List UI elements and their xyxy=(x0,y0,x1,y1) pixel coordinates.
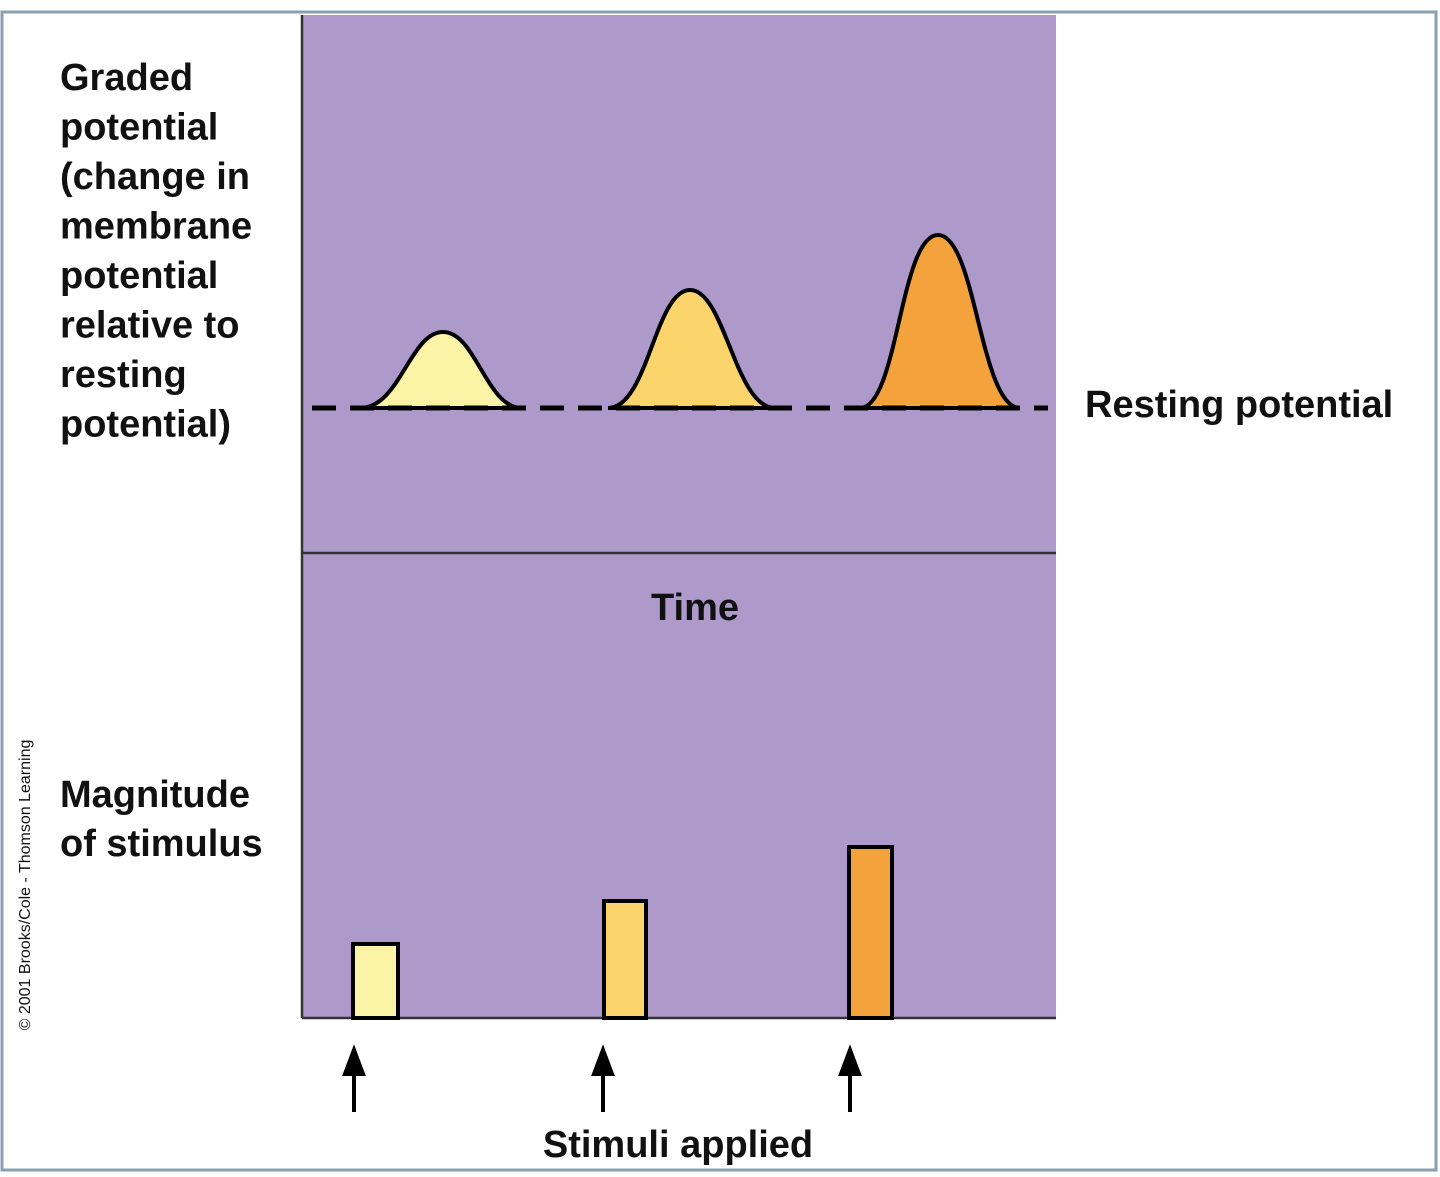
stimulus-bar xyxy=(847,845,894,1020)
graph-label: potential xyxy=(60,107,218,149)
graph-label: resting xyxy=(60,354,187,396)
time-label: Time xyxy=(651,587,739,629)
copyright: © 2001 Brooks/Cole - Thomson Learning xyxy=(17,740,34,1031)
peak xyxy=(607,287,776,410)
peak xyxy=(359,329,523,410)
panel xyxy=(302,15,1056,1018)
graph-label: potential) xyxy=(60,404,231,446)
stimulus-bar xyxy=(602,899,648,1020)
graph-label: (change in xyxy=(60,156,250,198)
graph-label: membrane xyxy=(60,206,252,248)
stimulus-label: of stimulus xyxy=(60,823,263,865)
stimulus-label: Magnitude xyxy=(60,774,250,816)
stimulus-bar xyxy=(351,942,400,1020)
stimuli-label: Stimuli applied xyxy=(543,1124,813,1166)
graph-label: relative to xyxy=(60,305,240,347)
peak xyxy=(859,232,1021,410)
resting-label: Resting potential xyxy=(1085,384,1393,426)
graph-label: potential xyxy=(60,255,218,297)
arrows xyxy=(342,1044,862,1112)
graph-label: Graded xyxy=(60,57,193,99)
